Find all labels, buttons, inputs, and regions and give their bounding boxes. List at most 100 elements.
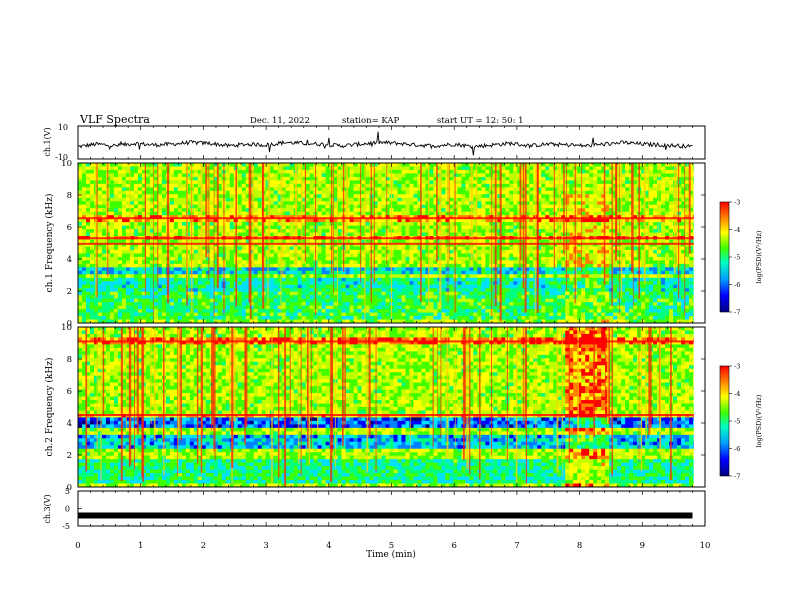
spectrogram-cell xyxy=(413,260,418,265)
spectrogram-cell xyxy=(449,256,454,261)
spectrogram-cell xyxy=(129,173,135,178)
spectrogram-cell xyxy=(277,197,282,202)
spectrogram-cell xyxy=(429,173,434,178)
spectrogram-cell xyxy=(561,267,566,272)
spectrogram-cell xyxy=(425,225,430,230)
spectrogram-cell xyxy=(405,169,410,174)
spectrogram-cell xyxy=(633,204,638,209)
spectrogram-cell xyxy=(405,243,410,247)
spectrogram-cell xyxy=(169,253,175,258)
spectrogram-cell xyxy=(505,260,510,265)
spectrogram-cell xyxy=(325,183,330,188)
spectrogram-cell xyxy=(309,218,314,223)
spectrogram-cell xyxy=(605,218,610,223)
spectrogram-cell xyxy=(85,166,91,171)
spectrogram-cell xyxy=(177,169,183,174)
spectrogram-cell xyxy=(609,243,614,247)
spectrogram-cell xyxy=(429,253,434,258)
spectrogram-cell xyxy=(501,232,506,237)
spectrogram-cell xyxy=(145,260,151,265)
spectrogram-cell xyxy=(301,169,306,174)
spectrogram-cell xyxy=(441,169,446,174)
spectrogram-cell xyxy=(161,232,167,237)
spectrogram-cell xyxy=(145,218,151,223)
spectrogram-cell xyxy=(681,253,686,258)
spectrogram-cell xyxy=(609,163,614,167)
spectrogram-cell xyxy=(333,163,338,167)
spectrogram-cell xyxy=(593,243,598,247)
spectrogram-cell xyxy=(281,243,286,247)
spectrogram-cell xyxy=(345,253,350,258)
spectrogram-cell xyxy=(513,263,518,268)
spectrogram-cell xyxy=(373,183,378,188)
spectrogram-cell xyxy=(625,183,630,188)
spectrogram-cell xyxy=(449,169,454,174)
spectrogram-cell xyxy=(477,218,482,223)
spectrogram-cell xyxy=(209,253,215,258)
spectrogram-cell xyxy=(381,208,386,212)
spectrogram-cell xyxy=(681,225,686,230)
spectrogram-cell xyxy=(229,256,235,261)
spectrogram-cell xyxy=(277,176,282,181)
spectrogram-cell xyxy=(101,183,107,188)
spectrogram-cell xyxy=(509,253,514,258)
spectrogram-cell xyxy=(549,201,554,206)
spectrogram-cell xyxy=(553,215,558,219)
spectrogram-cell xyxy=(193,232,199,237)
spectrogram-cell xyxy=(309,201,314,206)
spectrogram-cell xyxy=(157,194,163,199)
spectrogram-cell xyxy=(529,201,534,206)
spectrogram-cell xyxy=(241,183,247,188)
spectrogram-cell xyxy=(121,211,127,216)
spectrogram-cell xyxy=(413,173,418,178)
spectrogram-cell xyxy=(401,176,406,181)
spectrogram-cell xyxy=(609,180,614,185)
spectrogram-cell xyxy=(245,183,251,188)
spectrogram-cell xyxy=(513,176,518,181)
spectrogram-cell xyxy=(417,232,422,237)
spectrogram-cell xyxy=(273,180,278,185)
spectrogram-cell xyxy=(197,211,203,216)
spectrogram-cell xyxy=(401,222,406,226)
spectrogram-cell xyxy=(293,263,298,268)
spectrogram-cell xyxy=(133,173,139,178)
spectrogram-cell xyxy=(541,256,546,261)
spectrogram-cell xyxy=(269,208,274,212)
spectrogram-cell xyxy=(145,229,151,233)
spectrogram-cell xyxy=(85,211,91,216)
spectrogram-cell xyxy=(581,204,586,209)
spectrogram-cell xyxy=(501,194,506,199)
spectrogram-cell xyxy=(113,246,119,251)
spectrogram-cell xyxy=(281,201,286,206)
spectrogram-cell xyxy=(393,225,398,230)
spectrogram-cell xyxy=(225,232,231,237)
spectrogram-cell xyxy=(201,232,207,237)
spectrogram-cell xyxy=(321,246,326,251)
spectrogram-cell xyxy=(649,263,654,268)
spectrogram-cell xyxy=(569,267,574,272)
spectrogram-cell xyxy=(553,204,558,209)
spectrogram-cell xyxy=(281,267,286,272)
spectrogram-cell xyxy=(253,267,259,272)
spectrogram-cell xyxy=(149,180,155,185)
spectrogram-cell xyxy=(361,249,366,254)
spectrogram-cell xyxy=(213,169,219,174)
spectrogram-cell xyxy=(309,166,314,171)
spectrogram-cell xyxy=(421,208,426,212)
spectrogram-cell xyxy=(445,218,450,223)
spectrogram-cell xyxy=(197,232,203,237)
spectrogram-cell xyxy=(401,215,406,219)
spectrogram-cell xyxy=(393,246,398,251)
spectrogram-cell xyxy=(441,163,446,167)
spectrogram-cell xyxy=(589,222,594,226)
spectrogram-cell xyxy=(145,208,151,212)
spectrogram-cell xyxy=(205,194,211,199)
spectrogram-cell xyxy=(137,218,143,223)
spectrogram-cell xyxy=(257,163,262,167)
spectrogram-cell xyxy=(125,260,131,265)
spectrogram-cell xyxy=(409,256,414,261)
spectrogram-cell xyxy=(109,208,115,212)
spectrogram-cell xyxy=(153,267,159,272)
spectrogram-cell xyxy=(505,208,510,212)
spectrogram-cell xyxy=(553,169,558,174)
